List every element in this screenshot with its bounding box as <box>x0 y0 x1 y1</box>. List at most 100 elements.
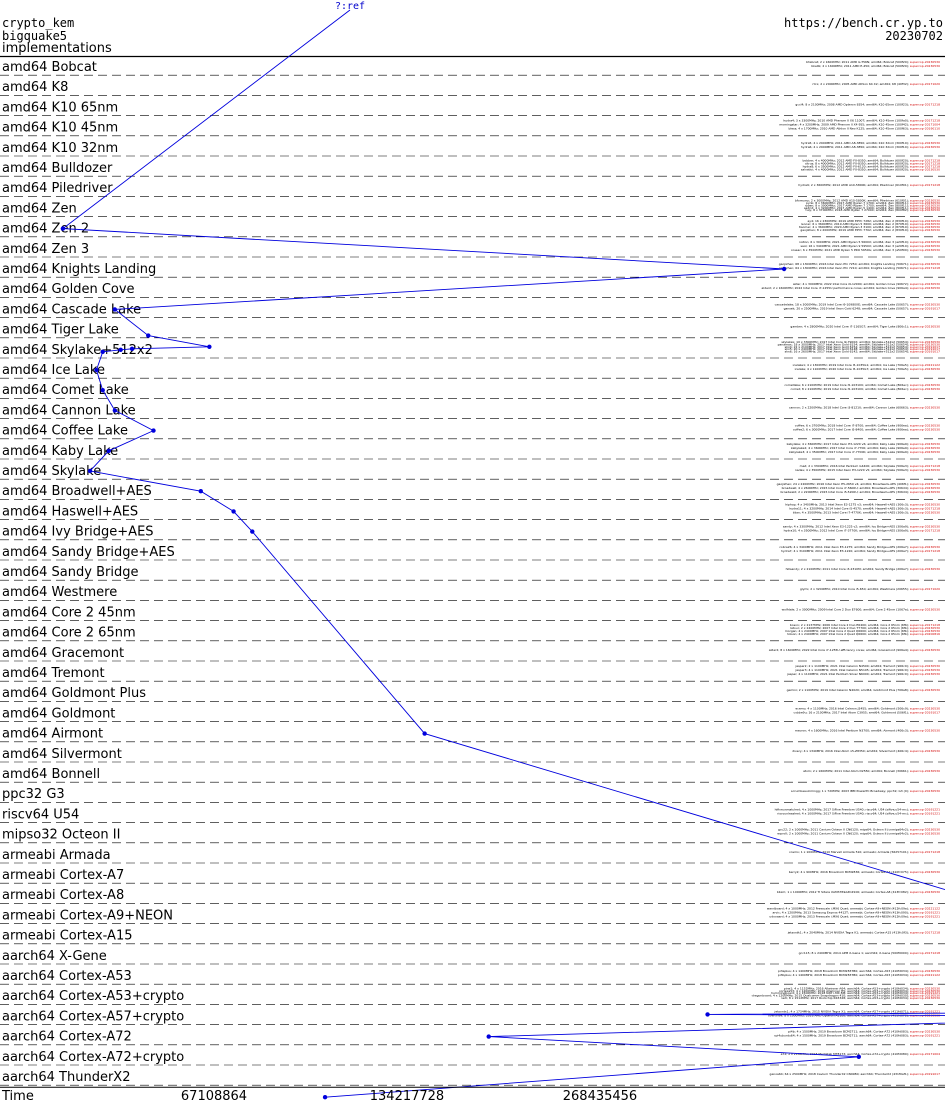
machine-entry[interactable]: hiphop; 4 x 3400MHz; 2013 Intel Xeon E3-… <box>785 502 940 506</box>
data-point[interactable] <box>112 307 118 312</box>
data-point[interactable] <box>146 333 151 338</box>
data-point[interactable] <box>87 468 93 474</box>
data-point[interactable] <box>781 266 787 272</box>
machine-entry[interactable]: bhsbcat; 2 x 1600MHz; 2011 AMD G-T56N; a… <box>806 60 940 64</box>
machine-entry[interactable]: gcc115; 8 x 2400MHz; 2014 APM X-Gene 1; … <box>799 951 940 955</box>
machine-entry[interactable]: panamax; 18 x 3000MHz; 2017 Intel Xeon G… <box>778 342 940 346</box>
machine-entry[interactable]: jetsontk1; 4 x 2040MHz; 2014 NVIDIA Tegr… <box>787 931 940 935</box>
machine-entry[interactable]: icelake1; 4 x 1300MHz; 2019 Intel Core i… <box>793 363 940 367</box>
machine-entry[interactable]: gccl4; 8 x 2100MHz; 2008 AMD Opteron 835… <box>795 102 940 106</box>
machine-entry[interactable]: genoa64; 64 x 2500MHz; 2018 Cavium Thund… <box>770 1072 941 1076</box>
machine-entry[interactable]: jasper2; 2 x 1100MHz; 2021 Intel Celeron… <box>794 664 940 668</box>
machine-entry[interactable]: boson; 2 x 2137MHz; 2006 Intel Core 2 Du… <box>790 623 940 627</box>
machine-entry[interactable]: hydra9; 2 x 3600MHz; 2012 AMD A10-5800K;… <box>798 183 940 187</box>
machine-entry[interactable]: citrus; 8 x 4000MHz; 2012 AMD FX-8350; a… <box>805 162 940 166</box>
machine-entry[interactable]: hydra4; 3 x 3300MHz; 2010 AMD Phenom II … <box>783 119 940 123</box>
machine-entry[interactable]: skx6; 16 x 2600MHz; 2017 Intel Xeon Gold… <box>785 350 940 354</box>
machine-entry[interactable]: broadwel2; 2 x 2200MHz; 2015 Intel Core … <box>781 490 941 494</box>
data-point[interactable] <box>118 347 123 352</box>
data-point[interactable] <box>856 1054 862 1060</box>
machine-entry[interactable]: gemini; 2 x 1100MHz; 2019 Intel Celeron … <box>787 688 941 692</box>
machine-entry[interactable]: alder2; 2 x 1600MHz; 2022 Intel Core i7-… <box>762 286 941 290</box>
machine-entry[interactable]: gamber; 4 x 2800MHz; 2020 Intel Core i7-… <box>790 325 940 329</box>
data-point[interactable] <box>705 1012 710 1017</box>
machine-entry[interactable]: scrumbeaulcmingg; 1 x 720MHz; 2003 IBM P… <box>791 789 940 793</box>
data-point[interactable] <box>94 367 99 373</box>
machine-entry[interactable]: cometlake; 6 x 2100MHz; 2019 Intel Core … <box>784 383 940 387</box>
data-point[interactable] <box>100 349 105 354</box>
ref-label[interactable]: ?:ref <box>335 1 365 12</box>
data-point[interactable] <box>198 489 203 494</box>
machine-entry[interactable]: jasper3; 4 x 1100MHz; 2021 Intel Celeron… <box>794 668 940 672</box>
data-point[interactable] <box>60 226 66 231</box>
machine-entry[interactable]: pi3aplus; 4 x 1400MHz; 2018 Broadcom BCM… <box>778 969 940 973</box>
machine-entry[interactable]: hydra5; 4 x 2900MHz; 2011 AMD A8-3850; a… <box>801 141 940 145</box>
machine-entry[interactable]: cortexa53; 4 x 1200MHz; 2016 Allwinner H… <box>779 989 940 993</box>
machine-entry[interactable]: coffee; 6 x 3700MHz; 2018 Intel Core i7-… <box>795 424 940 428</box>
machine-entry[interactable]: tolson; 4 x 2400MHz; 2007 Intel Core 2 Q… <box>787 632 940 636</box>
machine-entry[interactable]: pine1; 4 x 1152MHz; 2016 Allwinner A64; … <box>784 986 940 990</box>
machine-entry[interactable]: pynk; 8 x 3600MHz; 2017 AMD Ryzen 7 1700… <box>806 201 940 205</box>
data-point[interactable] <box>112 408 118 413</box>
machine-entry[interactable]: bbxm; 1 x 1000MHz; 2012 TI Sitara XAM335… <box>777 890 940 894</box>
machine-entry[interactable]: titan; 4 x 3500MHz; 2013 Intel Core i7-4… <box>793 510 940 514</box>
machine-entry[interactable]: hydra8; 6 x 3500MHz; 2012 AMD FX-6120; a… <box>803 165 940 169</box>
machine-entry[interactable]: hydra11; 4 x 3200MHz; 2014 Intel Core i5… <box>789 506 940 510</box>
data-point[interactable] <box>106 448 112 453</box>
machine-entry[interactable]: alder; 4 x 3000MHz; 2022 Intel Core i9-1… <box>793 282 940 286</box>
machine-entry[interactable]: broadwell; 4 x 2600MHz; 2015 Intel Core … <box>782 486 940 490</box>
machine-entry[interactable]: dragonboard; 4 x 1200MHz; 2015 Qualcomm … <box>752 994 940 998</box>
machine-entry[interactable]: latour; 2 x 2400MHz; 2007 Intel Core 2 D… <box>790 626 940 630</box>
machine-entry[interactable]: hifiveunmatched; 4 x 1000MHz; 2017 SiFiv… <box>775 807 941 811</box>
machine-entry[interactable]: bkelbl; 2 x 1600MHz; 2011 AMD E-450; amd… <box>811 64 940 68</box>
machine-entry[interactable]: hydra7; 4 x 3100MHz; 2011 Intel Xeon E3-… <box>781 549 940 553</box>
machine-entry[interactable]: cossac; 6 x 3500MHz; 2021 AMD Ryzen 5 PR… <box>791 248 940 252</box>
machine-entry[interactable]: arvic; 4 x 1200MHz; 2013 Samsung Exynos … <box>772 910 940 914</box>
data-point[interactable] <box>129 346 135 351</box>
machine-entry[interactable]: divery; 4 x 1340MHz; 2016 Intel Atom x5-… <box>792 749 940 753</box>
machine-entry[interactable]: coffee2; 6 x 3000MHz; 2017 Intel Core i5… <box>793 428 940 432</box>
machine-entry[interactable]: kabylake; 4 x 3600MHz; 2017 Intel Xeon E… <box>787 442 940 446</box>
machine-entry[interactable]: bless; 4 x 1700MHz; 2010 AMD Athlon II N… <box>789 127 941 131</box>
machine-entry[interactable]: tisomer; 4 x 3600MHz; 2020 AMD Ryzen 3 3… <box>799 225 940 229</box>
machine-entry[interactable]: hillsandy; 2 x 2100MHz; 2011 Intel Core … <box>786 567 941 571</box>
machine-entry[interactable]: tuiy; 8 x 3700MHz; 2018 AMD Ryzen 7 2700… <box>806 208 941 212</box>
machine-entry[interactable]: ryzen; 8 x 3000MHz; 2017 AMD Ryzen 7 170… <box>805 203 940 207</box>
data-point[interactable] <box>250 529 255 534</box>
source-url[interactable]: https://bench.cr.yp.to <box>784 16 943 30</box>
data-point[interactable] <box>207 344 212 349</box>
machine-entry[interactable]: kabylake2; 4 x 3600MHz; 2017 Intel Core … <box>791 446 940 450</box>
machine-entry[interactable]: bobber; 4 x 4000MHz; 2012 AMD FX-8350; a… <box>803 159 941 163</box>
machine-entry[interactable]: jasper; 4 x 1100MHz; 2021 Intel Pentium … <box>786 672 940 676</box>
machine-entry[interactable]: hydra6; 4 x 2900MHz; 2011 AMD A8-3850; a… <box>801 145 940 149</box>
machine-entry[interactable]: sadrid; 4 x 3200MHz; 2017 AMD Ryzen 5 14… <box>804 206 940 210</box>
machine-entry[interactable]: skx4; 22 x 2100MHz; 2017 Intel Xeon Gold… <box>785 345 940 349</box>
machine-entry[interactable]: atom; 2 x 1600MHz; 2011 Intel Atom D2550… <box>803 769 940 773</box>
machine-entry[interactable]: mad; 2 x 3300MHz; 2016 Intel Pentium G44… <box>800 464 940 468</box>
machine-entry[interactable]: ecemo; 4 x 1100MHz; 2016 Intel Celeron J… <box>795 706 940 710</box>
machine-entry[interactable]: glymi; 2 x 3200MHz; 2010 Intel Core i5-6… <box>800 587 940 591</box>
machine-entry[interactable]: macron; 4 x 1600MHz; 2016 Intel Pentium … <box>795 729 940 733</box>
machine-entry[interactable]: erproII; 2 x 1000MHz; 2011 Cavium Octeon… <box>777 832 940 836</box>
machine-entry[interactable]: salvatici; 4 x 4000MHz; 2012 AMD FX-8350… <box>801 168 940 172</box>
machine-entry[interactable]: jetsontx1; 4 x 1734MHz; 2015 NVIDIA Tegr… <box>774 1009 941 1013</box>
machine-entry[interactable]: rpi4ubuntu64; 4 x 1500MHz; 2019 Broadcom… <box>774 1034 940 1038</box>
machine-entry[interactable]: rtcx; 2 x 2000MHz; 2005 AMD Athlon 64 X2… <box>812 82 940 86</box>
data-point[interactable] <box>100 388 105 393</box>
data-point[interactable] <box>486 1034 491 1039</box>
machine-entry[interactable]: wolfdale; 2 x 3000MHz; 2009 Intel Core 2… <box>782 607 940 611</box>
machine-entry[interactable]: hummingboard; 4 x 1500MHz; 2018 NXP i.MX… <box>771 991 940 995</box>
machine-entry[interactable]: ay4; 16 x 2300MHz; 2019 AMD EPYC 7282; a… <box>807 219 940 223</box>
machine-entry[interactable]: berry2; 4 x 900MHz; 2016 Broadcom BCM283… <box>789 870 940 874</box>
data-point[interactable] <box>151 428 156 433</box>
machine-entry[interactable]: comet; 8 x 2100MHz; 2019 Intel Core i5-1… <box>791 387 941 391</box>
machine-entry[interactable]: bforeurry; 2 x 3000MHz; 2012 AMD A10-580… <box>795 199 940 203</box>
machine-entry[interactable]: skx5; 20 x 2400MHz; 2017 Intel Xeon Gold… <box>785 347 940 351</box>
machine-entry[interactable]: hydra10; 4 x 3500MHz; 2012 Intel Core i7… <box>784 529 940 533</box>
machine-entry[interactable]: cobra26; 4 x 3400MHz; 2011 Intel Xeon E3… <box>779 545 940 549</box>
machine-entry[interactable]: kabylake3; 4 x 3500MHz; 2017 Intel Core … <box>789 450 940 454</box>
machine-entry[interactable]: morningstar; 4 x 3200MHz; 2009 AMD Pheno… <box>779 123 940 127</box>
data-point[interactable] <box>322 1095 328 1100</box>
machine-entry[interactable]: cosmo; 1 x 1000MHz; 2010 Marvell Armada … <box>789 850 940 854</box>
machine-entry[interactable]: gansek; 20 x 2500MHz; 2019 Intel Xeon Go… <box>784 306 941 310</box>
